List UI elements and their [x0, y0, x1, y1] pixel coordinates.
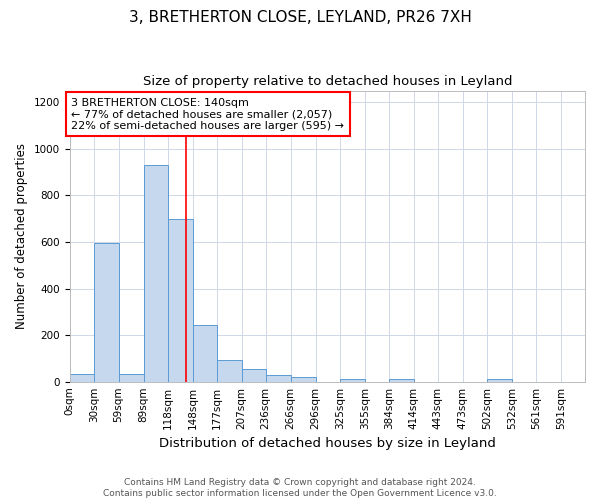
Bar	[167, 218, 193, 382]
Bar	[290, 377, 316, 382]
X-axis label: Distribution of detached houses by size in Leyland: Distribution of detached houses by size …	[159, 437, 496, 450]
Bar	[340, 380, 365, 382]
Bar	[389, 380, 414, 382]
Text: Contains HM Land Registry data © Crown copyright and database right 2024.
Contai: Contains HM Land Registry data © Crown c…	[103, 478, 497, 498]
Bar	[487, 380, 512, 382]
Bar	[242, 369, 266, 382]
Y-axis label: Number of detached properties: Number of detached properties	[15, 143, 28, 329]
Bar	[266, 374, 290, 382]
Title: Size of property relative to detached houses in Leyland: Size of property relative to detached ho…	[143, 75, 512, 88]
Bar	[119, 374, 143, 382]
Bar	[217, 360, 242, 382]
Bar	[70, 374, 94, 382]
Bar	[193, 324, 217, 382]
Bar	[94, 243, 119, 382]
Bar	[143, 165, 167, 382]
Text: 3 BRETHERTON CLOSE: 140sqm
← 77% of detached houses are smaller (2,057)
22% of s: 3 BRETHERTON CLOSE: 140sqm ← 77% of deta…	[71, 98, 344, 130]
Text: 3, BRETHERTON CLOSE, LEYLAND, PR26 7XH: 3, BRETHERTON CLOSE, LEYLAND, PR26 7XH	[128, 10, 472, 25]
